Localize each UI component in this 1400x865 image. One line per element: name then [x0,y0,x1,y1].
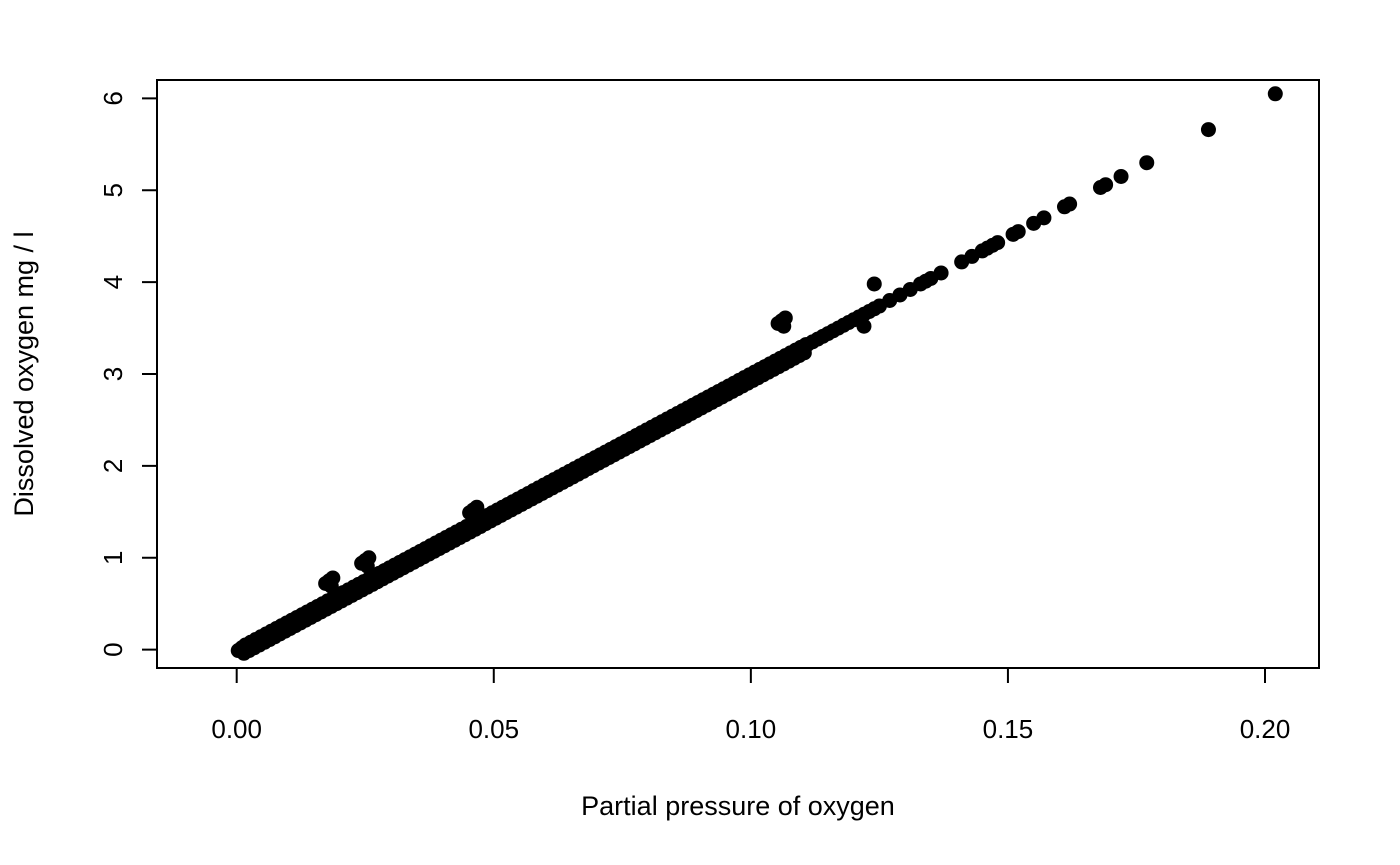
data-point [856,318,872,334]
data-point [866,276,882,292]
y-tick-label: 5 [98,183,128,197]
data-point [359,558,375,574]
x-tick-label: 0.20 [1240,714,1291,744]
x-axis: 0.00 0.05 0.10 0.15 0.20 [211,667,1291,744]
data-point [1267,86,1283,102]
y-tick-label: 1 [98,551,128,565]
y-tick-label: 3 [98,367,128,381]
data-point [323,578,339,594]
x-tick-label: 0.05 [468,714,519,744]
data-point [796,345,812,361]
x-tick-label: 0.00 [211,714,262,744]
data-point [1062,196,1078,212]
data-point [1010,224,1026,240]
data-point [776,318,792,334]
y-tick-label: 2 [98,459,128,473]
y-tick-label: 4 [98,275,128,289]
y-axis-label: Dissolved oxygen mg / l [9,231,39,516]
data-point [1036,210,1052,226]
data-point [1098,177,1114,193]
data-point [933,265,949,281]
y-tick-label: 6 [98,91,128,105]
y-axis: 0 1 2 3 4 5 6 [98,91,158,657]
data-points [230,86,1283,661]
data-point [1113,168,1129,184]
data-point [467,507,483,523]
y-tick-label: 0 [98,642,128,656]
data-point [1139,155,1155,171]
data-point [990,235,1006,251]
x-tick-label: 0.15 [983,714,1034,744]
x-tick-label: 0.10 [726,714,777,744]
data-point [1200,122,1216,138]
x-axis-label: Partial pressure of oxygen [581,791,895,821]
